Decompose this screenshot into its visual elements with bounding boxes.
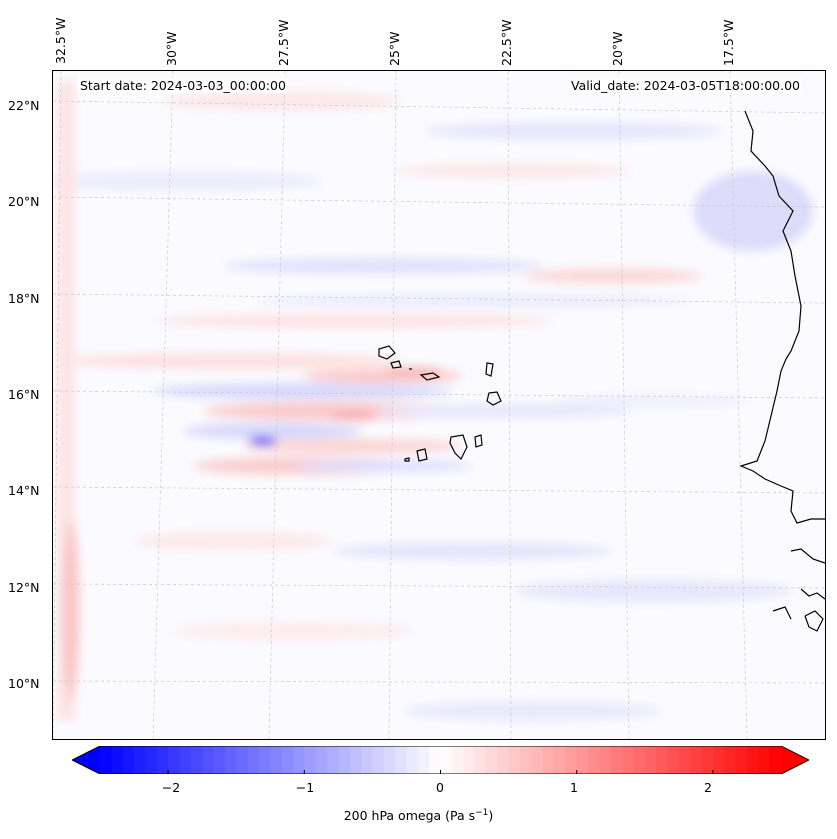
colorbar <box>70 745 811 775</box>
colorbar-segment <box>338 746 351 774</box>
colorbar-title-exponent: −1 <box>475 808 489 818</box>
colorbar-segment <box>111 746 124 774</box>
colorbar-segment <box>588 746 600 774</box>
colorbar-segment <box>497 746 510 774</box>
colorbar-segment <box>565 746 578 774</box>
colorbar-segment <box>758 746 771 774</box>
colorbar-segment <box>429 746 441 774</box>
colorbar-tick-label: −1 <box>295 780 315 795</box>
colorbar-segment <box>156 746 169 774</box>
lat-label: 12°N <box>8 580 40 595</box>
lon-label: 27.5°W <box>276 19 291 66</box>
colorbar-segment <box>292 746 305 774</box>
colorbar-segment <box>644 746 657 774</box>
colorbar-segment <box>712 746 725 774</box>
cape-verde-islands <box>378 345 502 462</box>
lat-label: 14°N <box>8 483 40 498</box>
colorbar-segment <box>451 746 464 774</box>
graticule <box>53 71 825 739</box>
colorbar-segment <box>202 746 214 774</box>
colorbar-title: 200 hPa omega (Pa s−1) <box>0 808 837 823</box>
lat-label: 20°N <box>8 194 40 209</box>
colorbar-segment <box>417 746 430 774</box>
colorbar-segment <box>179 746 192 774</box>
colorbar-segment <box>769 746 782 774</box>
colorbar-segment <box>361 746 373 774</box>
colorbar-segment <box>508 746 521 774</box>
colorbar-tick-label: 1 <box>570 780 578 795</box>
start-date-label: Start date: 2024-03-03_00:00:00 <box>78 78 288 93</box>
colorbar-segment <box>383 746 396 774</box>
colorbar-segment <box>576 746 589 774</box>
colorbar-segment <box>372 746 385 774</box>
omega-field-map <box>53 71 825 739</box>
lon-label: 32.5°W <box>53 17 68 64</box>
colorbar-segment <box>542 746 555 774</box>
colorbar-segment <box>599 746 612 774</box>
colorbar-segment <box>463 746 476 774</box>
colorbar-title-suffix: ) <box>488 808 494 824</box>
colorbar-segment <box>485 746 498 774</box>
colorbar-segment <box>667 746 680 774</box>
colorbar-extend-max <box>781 746 809 774</box>
colorbar-segment <box>519 746 532 774</box>
colorbar-segment <box>213 746 226 774</box>
lat-label: 22°N <box>8 98 40 113</box>
colorbar-segment <box>100 746 112 774</box>
colorbar-segment <box>633 746 646 774</box>
colorbar-segment <box>474 746 487 774</box>
colorbar-segment <box>724 746 737 774</box>
colorbar-segment <box>746 746 759 774</box>
colorbar-extend-min <box>72 746 100 774</box>
colorbar-segment <box>122 746 135 774</box>
colorbar-segment <box>690 746 703 774</box>
valid-date-label: Valid_date: 2024-03-05T18:00:00.00 <box>568 78 802 93</box>
colorbar-segment <box>304 746 317 774</box>
colorbar-segment <box>678 746 691 774</box>
colorbar-segment <box>440 746 453 774</box>
colorbar-segment <box>281 746 294 774</box>
colorbar-segment <box>656 746 668 774</box>
colorbar-segment <box>224 746 237 774</box>
colorbar-segment <box>270 746 283 774</box>
colorbar-segment <box>701 746 714 774</box>
lat-label: 16°N <box>8 387 40 402</box>
lat-label: 18°N <box>8 291 40 306</box>
colorbar-tick-label: 2 <box>704 780 712 795</box>
colorbar-segment <box>315 746 328 774</box>
colorbar-segment <box>236 746 249 774</box>
colorbar-segment <box>258 746 271 774</box>
lat-label: 10°N <box>8 676 40 691</box>
lon-label: 25°W <box>387 31 402 66</box>
colorbar-segment <box>531 746 544 774</box>
colorbar-segment <box>247 746 260 774</box>
colorbar-segment <box>134 746 146 774</box>
lon-label: 20°W <box>610 31 625 66</box>
colorbar-segment <box>735 746 748 774</box>
colorbar-tick-label: 0 <box>436 780 444 795</box>
colorbar-title-text: 200 hPa omega (Pa s <box>343 808 476 824</box>
colorbar-segment <box>395 746 407 774</box>
africa-coastline <box>739 110 825 632</box>
colorbar-segment <box>406 746 419 774</box>
colorbar-segment <box>327 746 339 774</box>
colorbar-segment <box>145 746 158 774</box>
colorbar-segment <box>168 746 180 774</box>
colorbar-segment <box>190 746 203 774</box>
lon-label: 17.5°W <box>721 19 736 66</box>
lon-label: 22.5°W <box>499 19 514 66</box>
colorbar-segment <box>622 746 634 774</box>
colorbar-gradient <box>70 745 811 775</box>
map-plot-area <box>52 70 826 740</box>
colorbar-segment <box>610 746 623 774</box>
colorbar-tick-label: −2 <box>161 780 181 795</box>
lon-label: 30°W <box>164 31 179 66</box>
colorbar-segment <box>554 746 566 774</box>
colorbar-segment <box>349 746 362 774</box>
